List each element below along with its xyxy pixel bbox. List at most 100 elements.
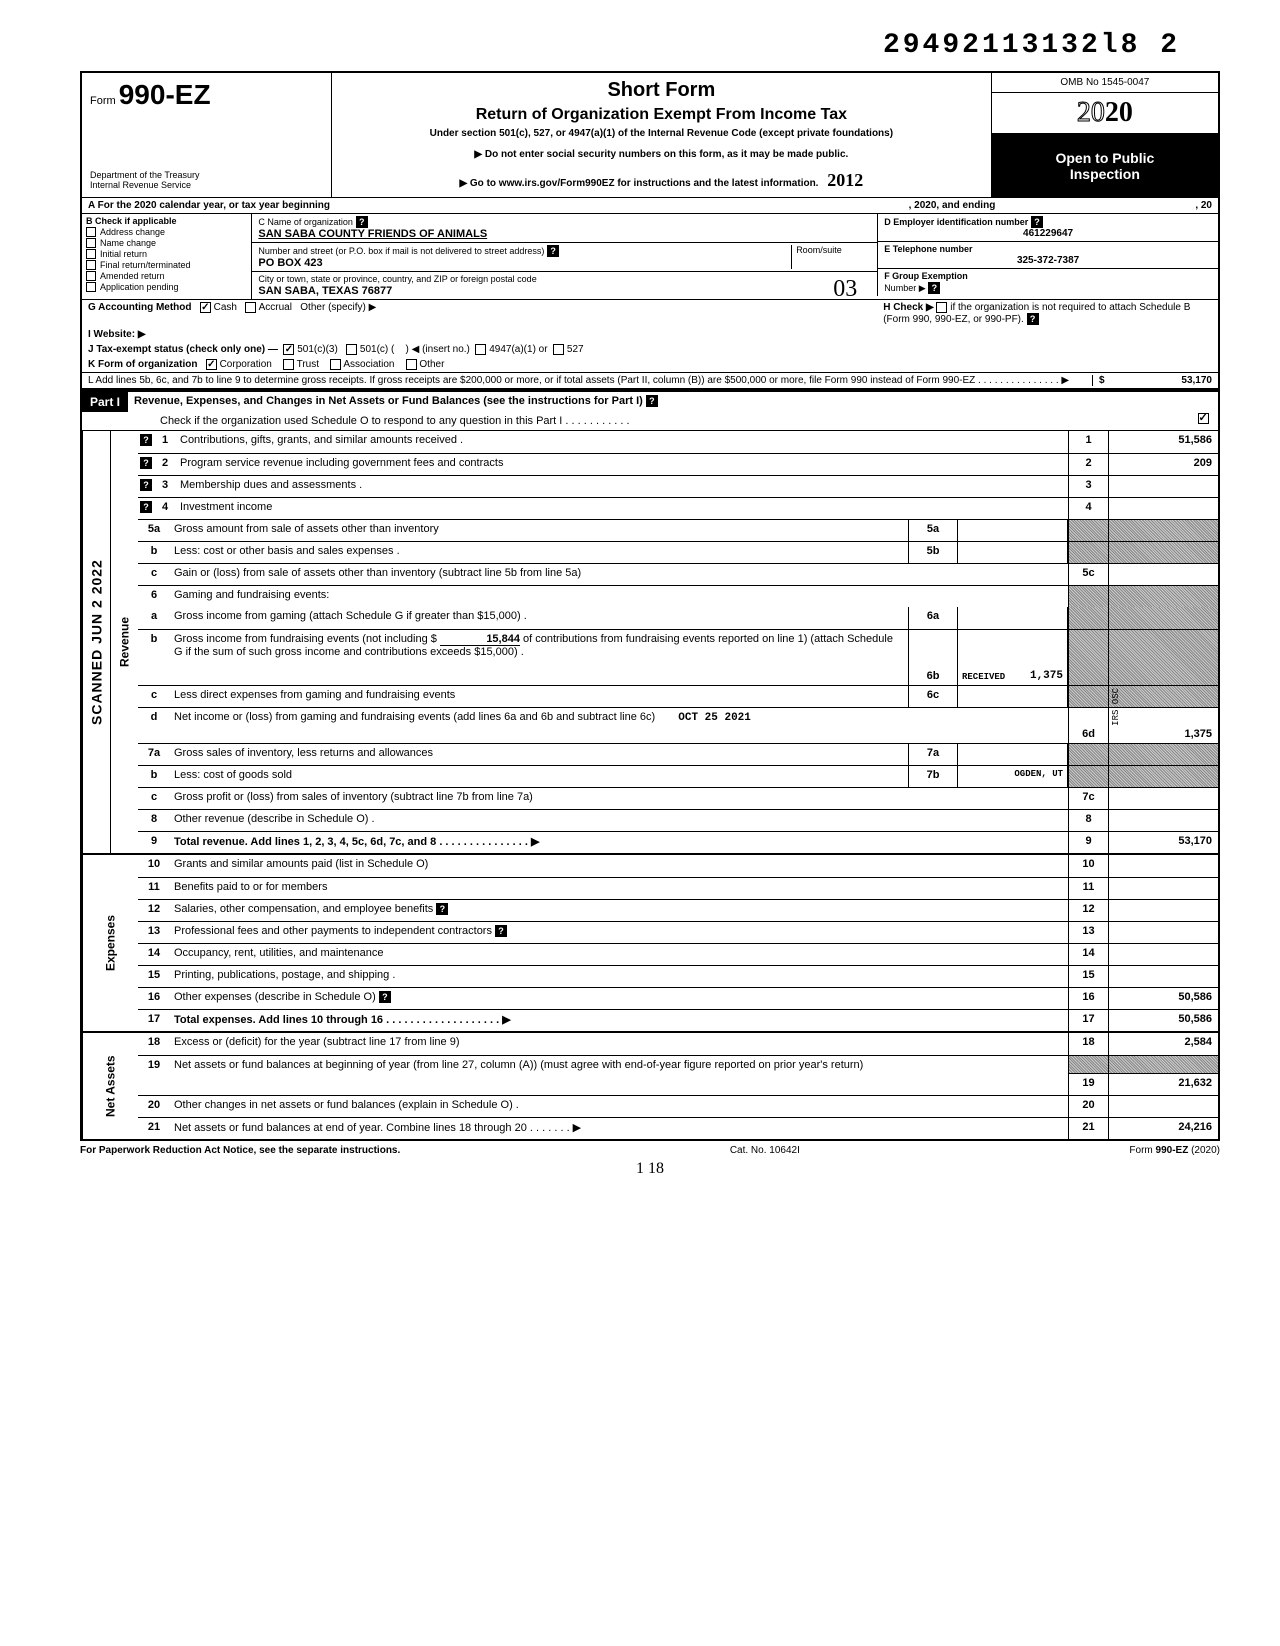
footer-left: For Paperwork Reduction Act Notice, see … [80, 1145, 400, 1156]
l15-text: Printing, publications, postage, and shi… [170, 966, 1068, 987]
chk-initial-return[interactable] [86, 249, 96, 259]
ein-value: 461229647 [884, 228, 1212, 239]
l6-shade [1068, 586, 1108, 607]
l7a-text: Gross sales of inventory, less returns a… [170, 744, 908, 765]
l6c-mval [958, 686, 1068, 707]
chk-final-return[interactable] [86, 260, 96, 270]
lbl-name-change: Name change [100, 238, 156, 248]
chk-accrual[interactable] [245, 302, 256, 313]
part1-title-text: Revenue, Expenses, and Changes in Net As… [134, 395, 643, 407]
l7c-box: 7c [1068, 788, 1108, 809]
l6b-text1: Gross income from fundraising events (no… [174, 633, 437, 645]
chk-527[interactable] [553, 344, 564, 355]
l5b-shade-val [1108, 542, 1218, 563]
l6-shade-val [1108, 586, 1218, 607]
chk-schedule-b[interactable] [936, 302, 947, 313]
row-a: A For the 2020 calendar year, or tax yea… [80, 197, 1220, 214]
l17-box: 17 [1068, 1010, 1108, 1031]
title-short-form: Short Form [342, 79, 981, 102]
l2-val: 209 [1108, 454, 1218, 475]
l6d-box: 6d [1068, 708, 1108, 743]
l18-val: 2,584 [1108, 1033, 1218, 1055]
part1-label: Part I [82, 392, 128, 412]
chk-association[interactable] [330, 359, 341, 370]
l11-box: 11 [1068, 878, 1108, 899]
l5b-mval [958, 542, 1068, 563]
lbl-4947: 4947(a)(1) or [489, 344, 547, 355]
lbl-527: 527 [567, 344, 584, 355]
stamp-irs-osc: IRS OSC [1111, 688, 1121, 726]
chk-trust[interactable] [283, 359, 294, 370]
l11-num: 11 [138, 878, 170, 899]
subtitle: Under section 501(c), 527, or 4947(a)(1)… [342, 128, 981, 139]
l10-val [1108, 855, 1218, 877]
line-18: 18 Excess or (deficit) for the year (sub… [138, 1033, 1218, 1055]
line-6a: a Gross income from gaming (attach Sched… [138, 607, 1218, 629]
l9-box: 9 [1068, 832, 1108, 853]
l-currency: $ [1099, 375, 1105, 386]
l6-text: Gaming and fundraising events: [170, 586, 1068, 607]
l21-box: 21 [1068, 1118, 1108, 1139]
line-6b: b Gross income from fundraising events (… [138, 629, 1218, 685]
l21-val: 24,216 [1108, 1118, 1218, 1139]
l6c-shade-val [1108, 686, 1218, 707]
chk-cash[interactable] [200, 302, 211, 313]
lbl-501c-b: ) ◀ (insert no.) [406, 344, 470, 355]
lbl-cash: Cash [214, 302, 237, 313]
help-icon: ? [646, 395, 658, 407]
l18-num: 18 [138, 1033, 170, 1055]
l12-num: 12 [138, 900, 170, 921]
l7b-num: b [138, 766, 170, 787]
org-name: SAN SABA COUNTY FRIENDS OF ANIMALS [258, 228, 487, 240]
chk-amended-return[interactable] [86, 271, 96, 281]
l-value: 53,170 [1181, 375, 1212, 386]
dept-block: Department of the Treasury Internal Reve… [90, 171, 323, 191]
line-7a: 7a Gross sales of inventory, less return… [138, 743, 1218, 765]
l4-num: 4 [154, 498, 176, 519]
chk-4947[interactable] [475, 344, 486, 355]
l1-text: Contributions, gifts, grants, and simila… [176, 431, 1068, 453]
d-label: D Employer identification number [884, 217, 1028, 227]
net-assets-section: 18 Excess or (deficit) for the year (sub… [138, 1033, 1218, 1139]
l13-text: Professional fees and other payments to … [170, 922, 1068, 943]
l12-box: 12 [1068, 900, 1108, 921]
col-def: D Employer identification number ? 46122… [877, 214, 1218, 299]
l17-val: 50,586 [1108, 1010, 1218, 1031]
l2-text: Program service revenue including govern… [176, 454, 1068, 475]
l5b-shade [1068, 542, 1108, 563]
help-icon: ? [1031, 216, 1043, 228]
l14-num: 14 [138, 944, 170, 965]
l5c-box: 5c [1068, 564, 1108, 585]
f-label2: Number ▶ [884, 283, 925, 293]
l5c-num: c [138, 564, 170, 585]
chk-name-change[interactable] [86, 238, 96, 248]
line-10: 10 Grants and similar amounts paid (list… [138, 855, 1218, 877]
l20-num: 20 [138, 1096, 170, 1117]
chk-address-change[interactable] [86, 227, 96, 237]
handwritten-footer: 1 18 [80, 1160, 1220, 1178]
form-number: Form 990-EZ [90, 79, 323, 111]
chk-application-pending[interactable] [86, 282, 96, 292]
line-11: 11 Benefits paid to or for members 11 [138, 877, 1218, 899]
header-mid: Short Form Return of Organization Exempt… [332, 73, 991, 197]
l12-text-span: Salaries, other compensation, and employ… [174, 903, 433, 915]
l7a-num: 7a [138, 744, 170, 765]
g-label: G Accounting Method [88, 302, 192, 313]
l6c-text: Less direct expenses from gaming and fun… [170, 686, 908, 707]
l8-val [1108, 810, 1218, 831]
l7c-val [1108, 788, 1218, 809]
chk-other-org[interactable] [406, 359, 417, 370]
l6c-num: c [138, 686, 170, 707]
chk-501c3[interactable] [283, 344, 294, 355]
l6a-mval [958, 607, 1068, 629]
chk-501c[interactable] [346, 344, 357, 355]
l6b-text: Gross income from fundraising events (no… [170, 630, 908, 685]
l2-num: 2 [154, 454, 176, 475]
l6a-mbox: 6a [908, 607, 958, 629]
chk-corporation[interactable] [206, 359, 217, 370]
l7b-shade-val [1108, 766, 1218, 787]
l12-val [1108, 900, 1218, 921]
tax-year: 2020 [992, 93, 1218, 134]
chk-schedule-o[interactable] [1198, 413, 1209, 424]
line-5c: c Gain or (loss) from sale of assets oth… [138, 563, 1218, 585]
